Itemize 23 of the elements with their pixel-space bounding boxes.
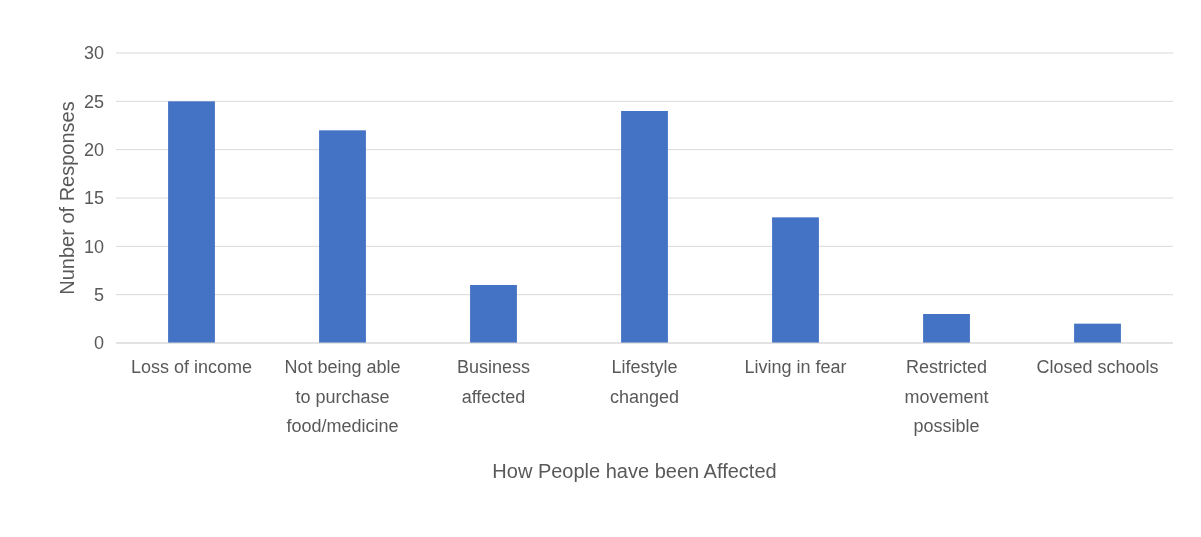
x-tick-label: Not being able to purchase food/medicine (284, 357, 401, 436)
bar (168, 101, 215, 343)
x-tick-label: Loss of income (130, 357, 253, 377)
x-axis-title: How People have been Affected (492, 460, 777, 482)
y-axis-title: Nunber of Responses (56, 101, 78, 295)
bar (621, 111, 668, 343)
y-tick-label: 15 (83, 188, 104, 209)
x-tick-label: Restricted movement possible (904, 357, 989, 436)
bar (319, 130, 366, 343)
bar (923, 314, 970, 343)
x-tick-label: Closed schools (1036, 357, 1159, 377)
x-tick-label: Lifestyle changed (609, 357, 680, 407)
bar (772, 217, 819, 343)
x-tick-label: Living in fear (744, 357, 847, 377)
y-tick-label: 5 (93, 284, 104, 305)
y-tick-label: 0 (93, 333, 104, 354)
y-tick-label: 30 (83, 43, 104, 64)
bar (1074, 323, 1121, 343)
y-tick-label: 25 (83, 91, 104, 112)
bar (470, 285, 517, 343)
y-tick-label: 20 (83, 139, 104, 160)
y-tick-label: 10 (83, 236, 104, 257)
x-tick-label: Business affected (456, 357, 531, 407)
